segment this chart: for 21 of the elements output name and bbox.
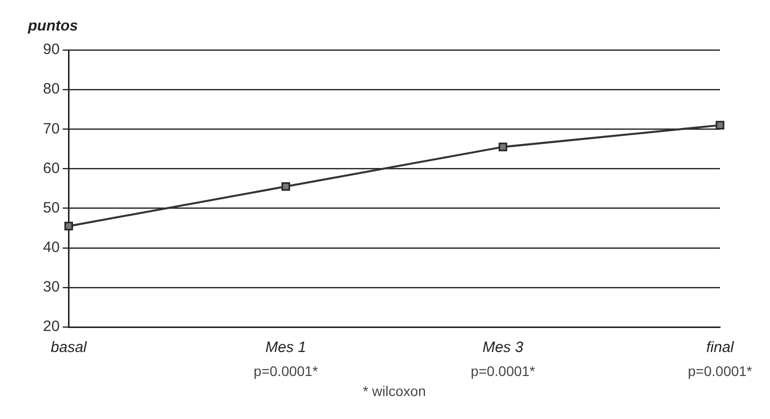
- y-tick-label: 30: [42, 278, 60, 296]
- x-tick-label: final: [706, 339, 734, 356]
- text: p=0.0001*: [470, 362, 536, 379]
- text: p=0.0001*: [254, 362, 318, 379]
- text: * wilcoxon: [362, 382, 426, 399]
- text: p=0.0001*: [688, 362, 753, 379]
- y-tick-label: 90: [42, 41, 60, 58]
- x-tick-label: basal: [50, 339, 88, 356]
- x-tick-label: Mes 1: [265, 339, 306, 356]
- y-tick-label: 70: [42, 120, 60, 138]
- point: [64, 222, 73, 230]
- y-tick-label: 40: [42, 239, 60, 256]
- y-tick-label: 50: [42, 199, 60, 216]
- y-axis-title: puntos: [27, 18, 78, 35]
- point: [498, 142, 508, 152]
- point: [716, 120, 724, 130]
- point: [282, 182, 290, 191]
- x-tick-label: Mes 3: [482, 339, 524, 356]
- y-tick-label: 60: [42, 160, 60, 177]
- y-tick-label: 80: [42, 80, 60, 98]
- y-tick-label: 20: [42, 318, 60, 336]
